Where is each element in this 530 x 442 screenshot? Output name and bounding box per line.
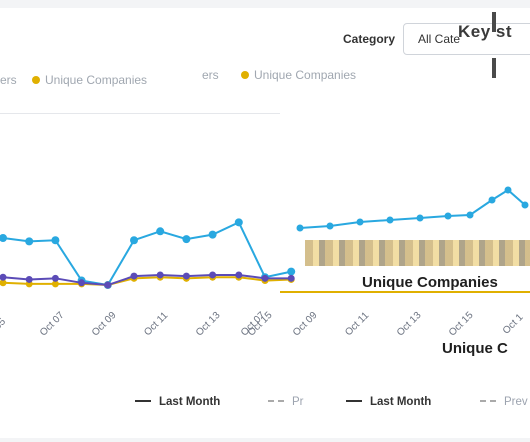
overlay-label-unique-fragment: Unique C <box>442 340 508 357</box>
legend-dot <box>32 76 40 84</box>
overlay-label-unique-companies: Unique Companies <box>362 274 498 291</box>
legend-line-dashed <box>480 400 496 402</box>
x-tick-label: Oct 15 <box>447 310 476 339</box>
data-point[interactable] <box>182 272 190 280</box>
category-select-value: All Cate <box>418 32 461 46</box>
x-tick-label: Oct 11 <box>343 310 371 338</box>
x-tick-label: Oct 07 <box>38 310 67 339</box>
data-point[interactable] <box>0 273 7 281</box>
data-point[interactable] <box>326 222 334 230</box>
category-label: Category <box>343 32 396 46</box>
series-line <box>299 188 526 229</box>
x-tick-label: 05 <box>0 316 8 332</box>
data-point[interactable] <box>25 237 34 246</box>
data-point[interactable] <box>444 212 452 220</box>
x-tick-label: Oct 13 <box>395 310 424 339</box>
data-point[interactable] <box>0 234 7 242</box>
data-point[interactable] <box>235 271 243 279</box>
data-point[interactable] <box>504 186 512 194</box>
data-point[interactable] <box>0 279 7 287</box>
x-tick-label: Oct 11 <box>142 310 170 338</box>
cursor-bar <box>492 58 496 78</box>
data-point[interactable] <box>296 224 304 232</box>
x-tick-label: Oct 09 <box>90 310 119 339</box>
data-point[interactable] <box>416 214 424 222</box>
legend-line <box>346 400 362 402</box>
overlay-text: Key st <box>458 22 513 41</box>
data-point[interactable] <box>261 274 269 282</box>
series-line <box>2 220 292 287</box>
data-point[interactable] <box>466 211 474 219</box>
data-point[interactable] <box>287 267 296 276</box>
category-select[interactable]: All Cate <box>403 23 530 55</box>
legend-last-month[interactable]: Last Month <box>346 396 431 408</box>
data-point[interactable] <box>521 201 529 209</box>
data-point[interactable] <box>51 274 59 282</box>
divider <box>0 113 280 114</box>
data-point[interactable] <box>51 280 59 288</box>
data-point[interactable] <box>287 274 295 282</box>
data-point[interactable] <box>156 227 165 236</box>
legend-item[interactable]: ers <box>202 68 219 82</box>
artifact-strip <box>305 240 530 266</box>
data-point[interactable] <box>51 236 60 245</box>
series-line <box>2 276 292 287</box>
legend-item[interactable]: ers <box>0 73 17 87</box>
data-point[interactable] <box>182 235 191 244</box>
data-point[interactable] <box>488 196 496 204</box>
data-point[interactable] <box>208 230 217 239</box>
x-tick-label: Oct 1 <box>501 312 526 337</box>
data-point[interactable] <box>25 275 33 283</box>
legend-line <box>135 400 151 402</box>
x-tick-label: Oct 09 <box>291 310 320 339</box>
series-line <box>2 273 292 287</box>
data-point[interactable] <box>234 218 243 227</box>
data-point[interactable] <box>130 236 138 245</box>
data-point[interactable] <box>156 271 164 279</box>
data-point[interactable] <box>386 216 394 224</box>
data-point[interactable] <box>78 279 86 287</box>
data-point[interactable] <box>130 272 138 280</box>
legend-dot <box>241 71 249 79</box>
cursor-bar <box>492 12 496 32</box>
data-point[interactable] <box>209 271 217 279</box>
legend-last-month[interactable]: Last Month <box>135 396 220 408</box>
data-point[interactable] <box>356 218 364 226</box>
legend-line-dashed <box>268 400 284 402</box>
data-point[interactable] <box>104 281 112 289</box>
x-tick-label: Oct 13 <box>194 310 223 339</box>
legend-previous[interactable]: Pr <box>268 396 304 408</box>
legend-item-unique-companies[interactable]: Unique Companies <box>241 68 356 82</box>
legend-previous[interactable]: Prev <box>480 396 528 408</box>
legend-item-unique-companies[interactable]: Unique Companies <box>32 73 147 87</box>
